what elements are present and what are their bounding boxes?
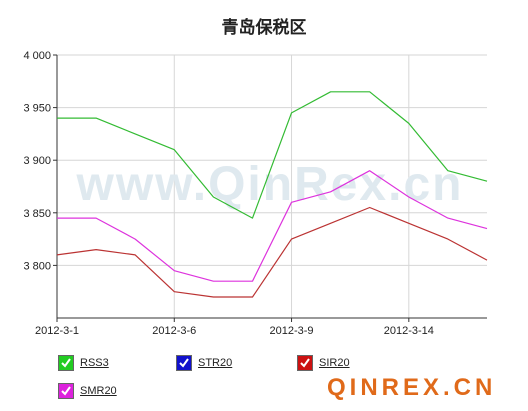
checkmark-icon — [179, 358, 189, 368]
watermark: www.QinRex.cn — [76, 158, 464, 211]
legend-checkbox-smr20[interactable] — [58, 383, 74, 399]
chart-title: 青岛保税区 — [222, 17, 307, 38]
series-line-sir20 — [56, 206, 488, 298]
legend-item-str20[interactable]: STR20 — [176, 355, 232, 371]
x-tick-label: 2012-3-1 — [35, 325, 79, 337]
axes — [53, 54, 487, 322]
legend-item-sir20[interactable]: SIR20 — [297, 355, 350, 371]
y-tick-label: 3 800 — [23, 260, 51, 272]
checkmark-icon — [300, 358, 310, 368]
x-tick-label: 2012-3-9 — [270, 325, 314, 337]
legend-label-sir20[interactable]: SIR20 — [319, 357, 350, 369]
legend-checkbox-str20[interactable] — [176, 355, 192, 371]
series-line-smr20 — [57, 170, 488, 282]
legend-label-smr20[interactable]: SMR20 — [80, 385, 117, 397]
brand-logo: QINREX.CN — [327, 374, 497, 401]
legend-checkbox-sir20[interactable] — [297, 355, 313, 371]
x-tick-label: 2012-3-6 — [152, 325, 196, 337]
legend-checkbox-rss3[interactable] — [58, 355, 74, 371]
y-tick-label: 4 000 — [23, 50, 51, 62]
legend-label-str20[interactable]: STR20 — [198, 357, 233, 369]
checkmark-icon — [61, 358, 71, 368]
y-ticks: 4 000 3 950 3 900 3 850 3 800 — [23, 50, 51, 272]
y-tick-label: 3 950 — [23, 103, 51, 115]
legend-item-rss3[interactable]: RSS3 — [58, 355, 109, 371]
series-line-rss3 — [57, 91, 488, 219]
legend-item-smr20[interactable]: SMR20 — [58, 383, 117, 399]
legend-label-rss3[interactable]: RSS3 — [80, 357, 109, 369]
y-tick-label: 3 850 — [23, 208, 51, 220]
checkmark-icon — [61, 386, 71, 396]
series-layer — [56, 91, 488, 298]
y-tick-label: 3 900 — [23, 155, 51, 167]
x-tick-label: 2012-3-14 — [384, 325, 434, 337]
x-ticks: 2012-3-1 2012-3-6 2012-3-9 2012-3-14 — [35, 325, 434, 337]
